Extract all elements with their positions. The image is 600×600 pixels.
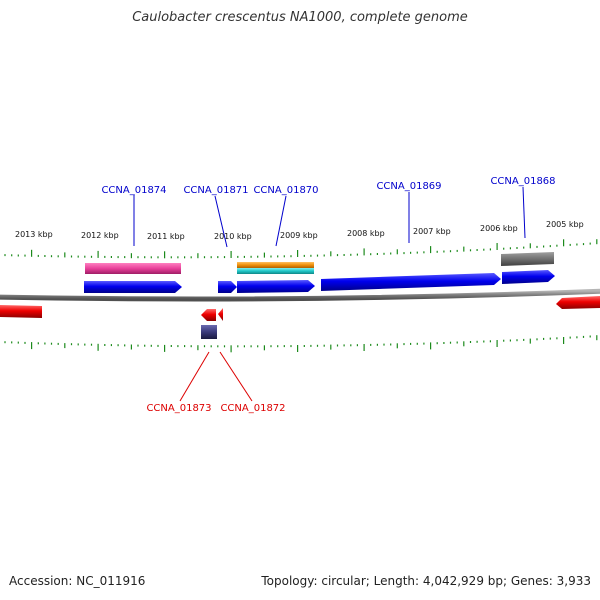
genome-summary-text: Topology: circular; Length: 4,042,929 bp… bbox=[261, 574, 591, 588]
scale-label: 2012 kbp bbox=[81, 231, 119, 240]
scale-ticks-outer bbox=[4, 239, 598, 259]
scale-label: 2013 kbp bbox=[15, 230, 53, 239]
scale-label: 2009 kbp bbox=[280, 231, 318, 240]
label-leader-lines bbox=[133, 186, 526, 402]
gene-ccna-01871[interactable] bbox=[218, 281, 237, 293]
feature-track bbox=[85, 252, 554, 274]
leader-line bbox=[214, 195, 228, 248]
leader-line bbox=[275, 195, 287, 247]
map-title: Caulobacter crescentus NA1000, complete … bbox=[132, 10, 468, 25]
gene-ccna-01869[interactable] bbox=[321, 273, 501, 291]
gene-ccna-01872[interactable] bbox=[218, 308, 223, 321]
scale-label: 2005 kbp bbox=[546, 220, 584, 229]
orange-feature bbox=[237, 262, 314, 268]
leader-line bbox=[219, 351, 253, 402]
navy-feature bbox=[201, 325, 217, 339]
scale-label: 2010 kbp bbox=[214, 232, 252, 241]
gene-label-ccna-01868[interactable]: CCNA_01868 bbox=[490, 176, 555, 187]
gene-label-ccna-01872[interactable]: CCNA_01872 bbox=[220, 403, 285, 414]
gene-ccna-01874[interactable] bbox=[84, 281, 182, 293]
gene-label-ccna-01869[interactable]: CCNA_01869 bbox=[376, 181, 441, 192]
gene-label-ccna-01873[interactable]: CCNA_01873 bbox=[146, 403, 211, 414]
scale-label: 2006 kbp bbox=[480, 224, 518, 233]
scale-label: 2007 kbp bbox=[413, 227, 451, 236]
gene-label-ccna-01874[interactable]: CCNA_01874 bbox=[101, 185, 166, 196]
gene-label-ccna-01871[interactable]: CCNA_01871 bbox=[183, 185, 248, 196]
leader-line bbox=[179, 351, 210, 402]
cyan-feature bbox=[237, 268, 314, 274]
leader-line bbox=[522, 186, 526, 239]
scale-ticks-inner bbox=[4, 335, 598, 353]
gene-ccna-01868[interactable] bbox=[502, 270, 555, 284]
scale-labels: 2013 kbp 2012 kbp 2011 kbp 2010 kbp 2009… bbox=[15, 220, 584, 241]
magenta-feature bbox=[85, 263, 181, 274]
scale-label: 2008 kbp bbox=[347, 229, 385, 238]
gene-ccna-01873[interactable] bbox=[201, 309, 216, 321]
gene-label-ccna-01870[interactable]: CCNA_01870 bbox=[253, 185, 318, 196]
gray-feature bbox=[501, 252, 554, 266]
gene-ccna-01870[interactable] bbox=[237, 280, 315, 293]
reverse-gene-left[interactable] bbox=[0, 305, 42, 318]
accession-text: Accession: NC_011916 bbox=[9, 574, 146, 588]
chromosome-backbone bbox=[0, 288, 600, 302]
scale-label: 2011 kbp bbox=[147, 232, 185, 241]
forward-genes bbox=[84, 270, 555, 293]
reverse-gene-right[interactable] bbox=[556, 296, 600, 309]
reverse-genes bbox=[0, 296, 600, 339]
